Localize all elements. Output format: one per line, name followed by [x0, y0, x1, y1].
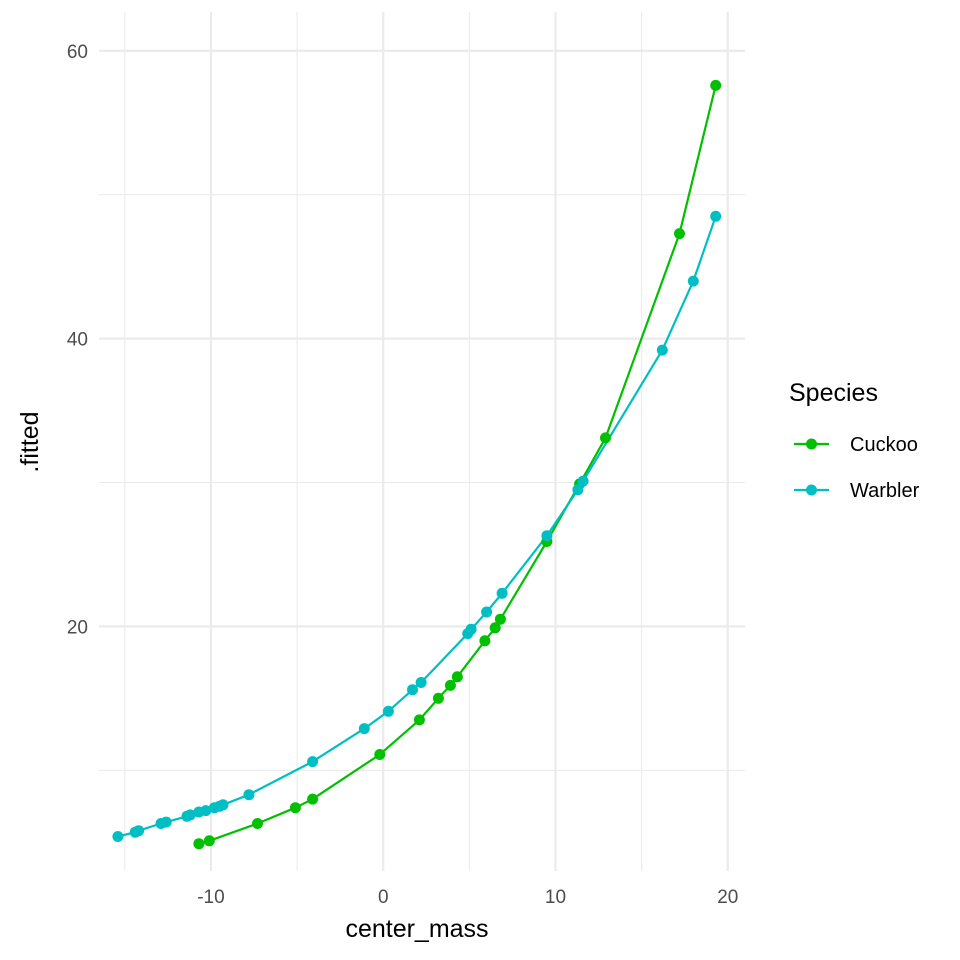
data-point-cuckoo: [710, 79, 722, 91]
x-tick-label: 0: [378, 887, 389, 908]
legend-key-point: [806, 438, 817, 450]
data-point-cuckoo: [451, 671, 463, 683]
series-line-warbler: [117, 215, 717, 838]
data-point-warbler: [496, 587, 508, 599]
y-tick-label: 60: [67, 42, 88, 63]
data-point-cuckoo: [489, 622, 501, 634]
data-point-cuckoo: [193, 838, 205, 850]
data-point-cuckoo: [479, 635, 491, 647]
data-point-warbler: [382, 705, 394, 717]
data-point-cuckoo: [494, 613, 506, 625]
data-point-warbler: [541, 530, 553, 542]
legend-entries: Cuckoo Warbler: [794, 434, 920, 502]
y-tick-labels: 20 40 60: [67, 42, 88, 639]
data-point-warbler: [133, 825, 145, 837]
data-point-warbler: [112, 831, 124, 842]
data-point-cuckoo: [289, 802, 301, 814]
data-point-warbler: [358, 723, 370, 735]
x-tick-labels: -10 0 10 20: [197, 887, 738, 908]
data-point-warbler: [217, 799, 229, 811]
data-point-warbler: [687, 275, 699, 287]
data-point-warbler: [710, 210, 722, 222]
legend-title: Species: [789, 379, 878, 407]
legend-key-point: [806, 484, 817, 496]
data-point-warbler: [307, 756, 319, 768]
legend-label: Cuckoo: [850, 434, 918, 456]
data-point-cuckoo: [432, 692, 444, 704]
grid-major: [99, 12, 745, 871]
data-point-warbler: [481, 606, 493, 618]
series-lines: [117, 85, 717, 845]
data-point-warbler: [184, 809, 196, 821]
x-tick-label: -10: [197, 887, 224, 908]
data-point-warbler: [465, 623, 477, 635]
series-points: [112, 79, 722, 850]
legend-entry-cuckoo: Cuckoo: [794, 434, 918, 456]
x-axis-title: center_mass: [345, 915, 488, 943]
data-point-cuckoo: [252, 818, 263, 829]
data-point-warbler: [572, 484, 584, 496]
data-point-cuckoo: [674, 228, 685, 240]
data-point-warbler: [656, 344, 668, 356]
legend: Species Cuckoo Warbler: [789, 379, 920, 502]
y-axis-title: .fitted: [16, 411, 44, 472]
data-point-cuckoo: [413, 714, 425, 726]
series-line-cuckoo: [198, 85, 717, 845]
data-point-warbler: [200, 805, 212, 817]
y-tick-label: 20: [67, 617, 88, 638]
data-point-cuckoo: [203, 835, 215, 847]
legend-label: Warbler: [850, 480, 920, 502]
data-point-warbler: [577, 475, 589, 487]
data-point-cuckoo: [600, 432, 611, 444]
data-point-cuckoo: [374, 749, 386, 760]
data-point-warbler: [407, 684, 418, 696]
data-point-cuckoo: [307, 793, 319, 805]
grid-minor: [99, 12, 745, 871]
y-tick-label: 40: [67, 330, 88, 351]
data-point-warbler: [415, 677, 427, 688]
x-tick-label: 20: [717, 887, 738, 908]
data-point-warbler: [160, 816, 172, 828]
data-point-warbler: [243, 789, 255, 801]
data-point-cuckoo: [444, 679, 456, 691]
legend-entry-warbler: Warbler: [794, 480, 920, 502]
x-tick-label: 10: [545, 887, 566, 908]
